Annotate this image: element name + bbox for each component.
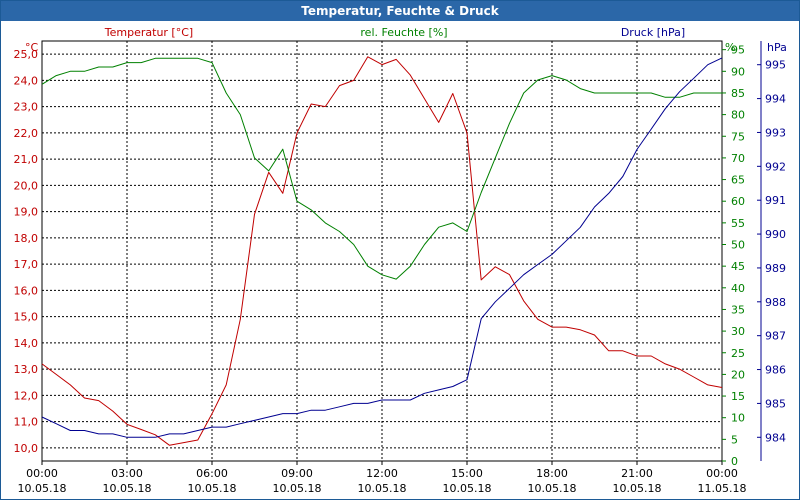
pressure-tick-label: 984 [765, 431, 786, 444]
humidity-tick-label: 40 [731, 282, 745, 295]
pressure-tick-label: 989 [765, 262, 786, 275]
humidity-tick-label: 20 [731, 368, 745, 381]
humidity-tick-label: 35 [731, 303, 745, 316]
temperature-tick-label: 14,0 [14, 337, 39, 350]
temperature-tick-label: 13,0 [14, 363, 39, 376]
humidity-tick-label: 65 [731, 174, 745, 187]
humidity-tick-label: 15 [731, 390, 745, 403]
humidity-unit-label: % [725, 41, 735, 54]
temperature-tick-label: 25,0 [14, 48, 39, 61]
pressure-axis-title: Druck [hPa] [621, 26, 685, 39]
pressure-tick-label: 992 [765, 160, 786, 173]
x-tick-date-label: 10.05.18 [18, 482, 67, 495]
humidity-tick-label: 95 [731, 44, 745, 57]
pressure-tick-label: 995 [765, 59, 786, 72]
humidity-tick-label: 30 [731, 325, 745, 338]
humidity-tick-label: 85 [731, 87, 745, 100]
humidity-tick-label: 80 [731, 109, 745, 122]
pressure-tick-label: 990 [765, 228, 786, 241]
humidity-tick-label: 25 [731, 347, 745, 360]
humidity-tick-label: 50 [731, 239, 745, 252]
temperature-tick-label: 11,0 [14, 416, 39, 429]
x-tick-date-label: 10.05.18 [613, 482, 662, 495]
humidity-tick-label: 90 [731, 65, 745, 78]
temperature-tick-label: 17,0 [14, 258, 39, 271]
temperature-tick-label: 24,0 [14, 74, 39, 87]
temperature-tick-label: 21,0 [14, 153, 39, 166]
humidity-tick-label: 0 [731, 455, 738, 468]
window-title: Temperatur, Feuchte & Druck [1, 1, 799, 21]
humidity-tick-label: 60 [731, 195, 745, 208]
x-tick-date-label: 10.05.18 [188, 482, 237, 495]
pressure-series-line [41, 57, 723, 438]
x-tick-time-label: 00:00 [706, 467, 738, 480]
pressure-tick-label: 994 [765, 93, 786, 106]
pressure-tick-label: 985 [765, 397, 786, 410]
humidity-tick-label: 5 [731, 433, 738, 446]
pressure-tick-label: 986 [765, 364, 786, 377]
humidity-tick-label: 55 [731, 217, 745, 230]
temperature-tick-label: 16,0 [14, 284, 39, 297]
pressure-unit-label: hPa [767, 41, 787, 54]
humidity-tick-label: 45 [731, 260, 745, 273]
humidity-tick-label: 70 [731, 152, 745, 165]
x-tick-date-label: 10.05.18 [103, 482, 152, 495]
x-tick-time-label: 12:00 [366, 467, 398, 480]
temperature-tick-label: 23,0 [14, 101, 39, 114]
x-tick-time-label: 09:00 [281, 467, 313, 480]
x-tick-date-label: 10.05.18 [528, 482, 577, 495]
pressure-tick-label: 988 [765, 296, 786, 309]
humidity-series-line [41, 57, 722, 280]
x-tick-date-label: 10.05.18 [443, 482, 492, 495]
pressure-tick-label: 991 [765, 194, 786, 207]
chart-area: 10,0 11,0 12,0 13,0 14,0 15,0 16,0 17,0 18,0 19,0… [14, 26, 787, 495]
temperature-tick-label: 12,0 [14, 389, 39, 402]
temperature-tick-label: 18,0 [14, 232, 39, 245]
temperature-unit-label: °C [25, 41, 39, 54]
x-tick-time-label: 15:00 [451, 467, 483, 480]
x-tick-time-label: 18:00 [536, 467, 568, 480]
pressure-tick-label: 987 [765, 330, 786, 343]
humidity-tick-label: 10 [731, 412, 745, 425]
pressure-tick-label: 993 [765, 126, 786, 139]
temperature-tick-label: 20,0 [14, 179, 39, 192]
x-tick-date-label: 11.05.18 [698, 482, 747, 495]
temperature-axis-title: Temperatur [°C] [104, 26, 193, 39]
x-tick-time-label: 03:00 [111, 467, 143, 480]
x-tick-date-label: 10.05.18 [273, 482, 322, 495]
humidity-axis-title: rel. Feuchte [%] [360, 26, 447, 39]
x-tick-date-label: 10.05.18 [358, 482, 407, 495]
temperature-series-line [41, 56, 723, 446]
temperature-tick-label: 22,0 [14, 127, 39, 140]
temperature-tick-label: 15,0 [14, 311, 39, 324]
x-tick-time-label: 21:00 [621, 467, 653, 480]
temperature-tick-label: 19,0 [14, 206, 39, 219]
humidity-tick-label: 75 [731, 130, 745, 143]
temperature-tick-label: 10,0 [14, 442, 39, 455]
x-tick-time-label: 00:00 [26, 467, 58, 480]
x-tick-time-label: 06:00 [196, 467, 228, 480]
